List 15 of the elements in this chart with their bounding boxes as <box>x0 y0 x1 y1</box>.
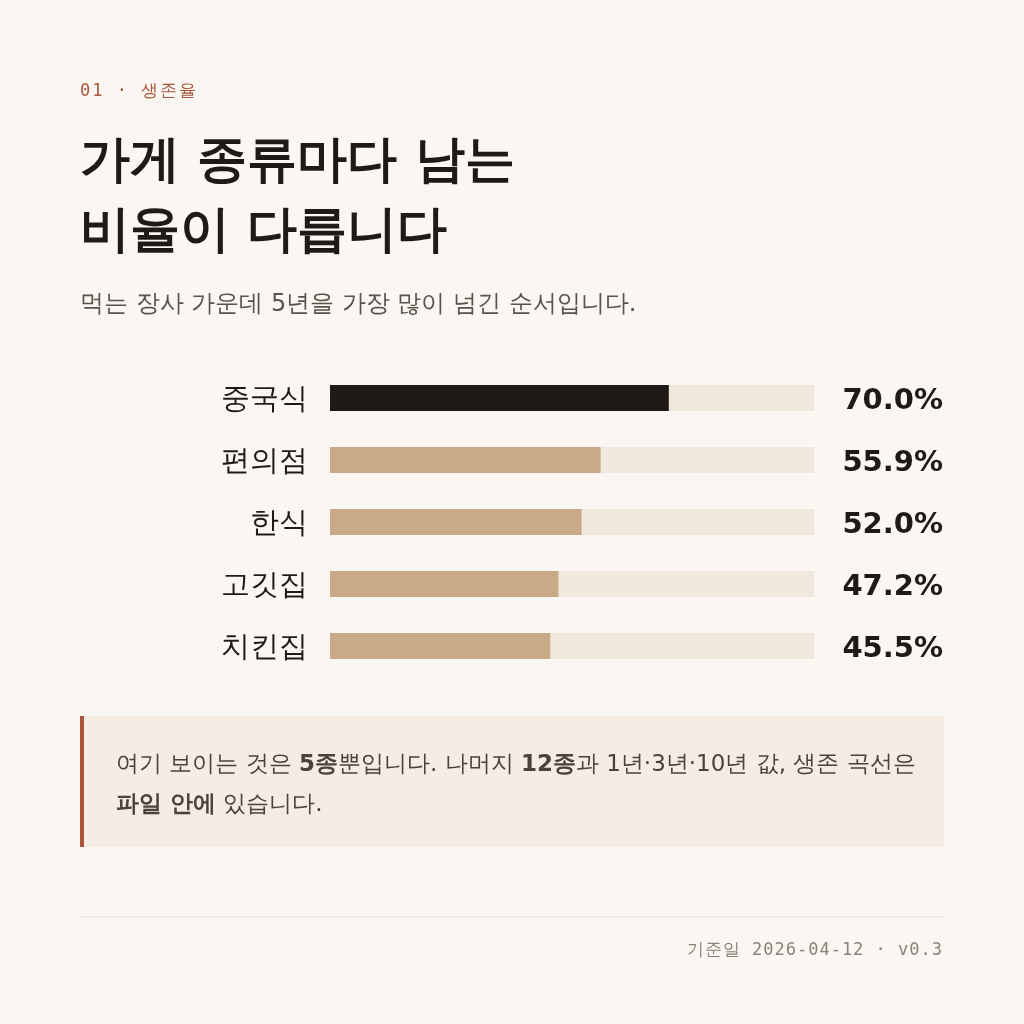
y-tick-label: 치킨집 <box>221 629 308 663</box>
text: 기준일 2026-04-12 · v0.3 <box>686 939 943 959</box>
data-label: 52.0% <box>842 506 943 540</box>
text: 01 · 생존율 <box>80 80 199 100</box>
chart-subtitle: 먹는 장사 가운데 5년을 가장 많이 넘긴 순서입니다. <box>80 289 637 317</box>
y-tick-label: 한식 <box>250 505 308 539</box>
y-tick-label: 중국식 <box>221 381 308 415</box>
data-label: 47.2% <box>842 568 943 602</box>
chart-title: 가게 종류마다 남는 비율이 다릅니다 <box>80 130 515 258</box>
data-label: 45.5% <box>842 630 943 664</box>
data-label: 70.0% <box>842 382 943 416</box>
y-tick-label: 편의점 <box>221 443 308 477</box>
y-tick-label: 고깃집 <box>221 567 308 601</box>
text: 여기 보이는 것은 5종뿐입니다. 나머지 12종과 1년·3년·10년 값, 생존 곡선은 파일 안에 있습니다. <box>116 750 916 816</box>
data-label: 55.9% <box>842 444 943 478</box>
